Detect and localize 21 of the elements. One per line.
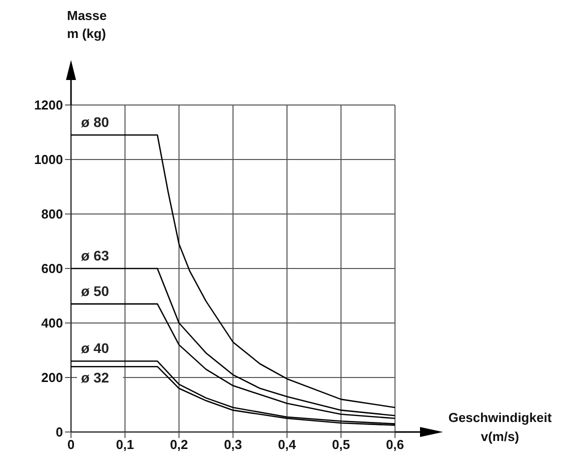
x-tick-label: 0,1: [116, 437, 134, 452]
y-tick-label: 400: [41, 316, 63, 331]
y-tick-label: 200: [41, 370, 63, 386]
series-label: ø 50: [81, 282, 110, 299]
series-label: ø 32: [81, 370, 110, 386]
y-axis-title: Masse m (kg): [67, 8, 107, 41]
x-tick-label: 0,3: [224, 437, 242, 452]
x-tick-label: 0,4: [278, 437, 297, 452]
series-label: ø 40: [81, 340, 110, 356]
series-label: ø 63: [81, 248, 110, 264]
y-tick-label: 600: [41, 261, 63, 276]
x-tick-label: 0,5: [332, 437, 350, 452]
y-tick-label: 800: [41, 206, 63, 222]
y-tick-label: 0: [56, 424, 63, 440]
legend-label: ø 80: [81, 114, 110, 130]
x-tick-label: 0: [67, 437, 75, 452]
x-tick-label: 0,2: [170, 437, 188, 452]
y-tick-label: 1200: [34, 98, 63, 113]
x-axis-title: Geschwindigkeit v(m/s): [448, 410, 552, 444]
x-tick-label: 0,6: [386, 437, 404, 452]
y-tick-label: 1000: [34, 152, 63, 168]
